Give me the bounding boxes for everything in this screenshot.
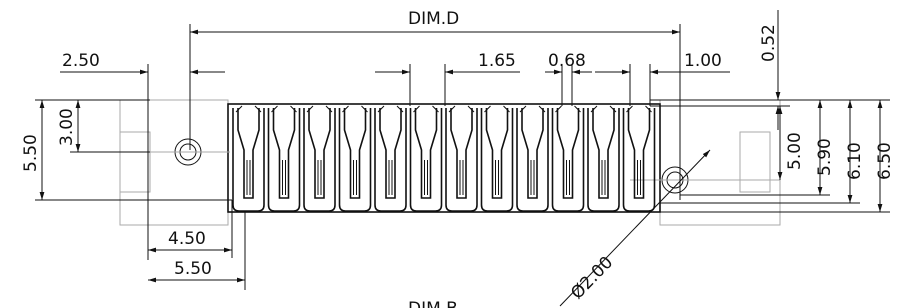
dim-label: 4.50 [168, 229, 206, 249]
contact-outline [451, 108, 472, 198]
contact-outline [556, 106, 581, 195]
contact-outline [487, 108, 508, 198]
dim-label: 5.90 [815, 138, 835, 176]
contact-outline [520, 106, 545, 195]
dim-label: 3.00 [57, 108, 77, 146]
contacts [233, 106, 655, 211]
contact-outline [449, 106, 474, 195]
dim-label: DIM.B [408, 299, 458, 308]
contact-outline [416, 108, 437, 198]
contact-outline [274, 108, 295, 198]
contact-outline [593, 108, 614, 198]
dim-label: DIM.D [408, 9, 459, 29]
contact-outline [629, 108, 650, 198]
dim-label: 5.50 [21, 134, 41, 172]
dim-label: 6.50 [875, 142, 895, 180]
dim-label: 2.50 [62, 51, 100, 71]
contact-outline [236, 106, 261, 195]
housing [120, 100, 780, 225]
contact-outline [591, 106, 616, 195]
contact-outline [309, 108, 330, 198]
contact-outline [485, 106, 510, 195]
contact-outline [238, 108, 259, 198]
contact-outline [380, 108, 401, 198]
contact-outline [307, 106, 332, 195]
contact-outline [345, 108, 366, 198]
dim-label: 1.65 [478, 51, 516, 71]
contact-outline [522, 108, 543, 198]
drawing: DIM.D 2.50 1.65 0.68 1.00 0.52 5.50 3.00… [0, 0, 900, 308]
dim-label: 0.52 [759, 24, 779, 62]
dim-label: 6.10 [845, 142, 865, 180]
dim-label: 1.00 [684, 51, 722, 71]
contact-outline [272, 106, 297, 195]
contact-outline [414, 106, 439, 195]
dim-label: 5.00 [785, 132, 805, 170]
contact-outline [343, 106, 368, 195]
dim-label: 5.50 [174, 259, 212, 279]
dim-label: 0.68 [548, 51, 586, 71]
dim-label: Ø2.00 [567, 253, 617, 304]
contact-outline [378, 106, 403, 195]
dimension-labels: DIM.D 2.50 1.65 0.68 1.00 0.52 5.50 3.00… [21, 9, 895, 308]
contact-outline [627, 106, 652, 195]
contact-outline [558, 108, 579, 198]
